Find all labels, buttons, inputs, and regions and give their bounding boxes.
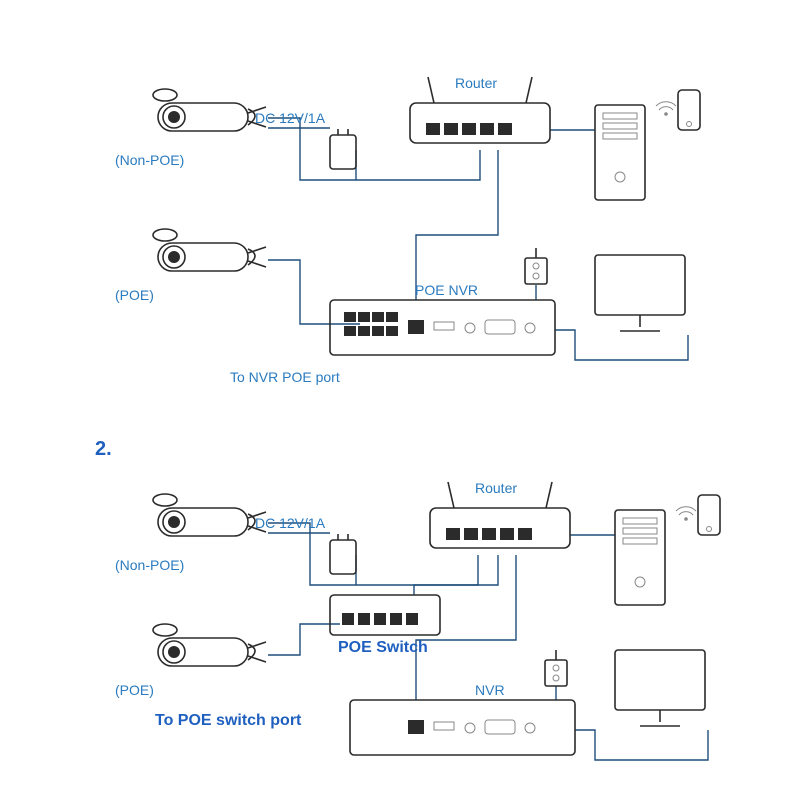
camera-poe-icon bbox=[153, 229, 266, 271]
wifi-icon bbox=[676, 507, 696, 521]
nvr-label: NVR bbox=[475, 682, 505, 698]
phone-icon bbox=[678, 90, 700, 130]
poe-label: (POE) bbox=[115, 682, 154, 698]
router-label: Router bbox=[475, 480, 517, 496]
camera-poe-icon bbox=[153, 624, 266, 666]
pc-tower-icon bbox=[615, 510, 665, 605]
toswitch-label: To POE switch port bbox=[155, 712, 302, 729]
dc-label: DC 12V/1A bbox=[255, 110, 326, 126]
camera-nonpoe-icon bbox=[153, 494, 266, 536]
poe-nvr-icon bbox=[330, 300, 555, 355]
pc-tower-icon bbox=[595, 105, 645, 200]
poeswitch-label: POE Switch bbox=[338, 639, 428, 656]
wifi-icon bbox=[656, 102, 676, 116]
power-adapter-icon bbox=[330, 534, 356, 574]
tonvr-label: To NVR POE port bbox=[230, 369, 340, 385]
nvr-icon bbox=[350, 700, 575, 755]
phone-icon bbox=[698, 495, 720, 535]
poe-switch-icon bbox=[330, 595, 440, 635]
wall-outlet-icon bbox=[545, 650, 567, 686]
dc-label: DC 12V/1A bbox=[255, 515, 326, 531]
wall-outlet-icon bbox=[525, 248, 547, 284]
camera-nonpoe-icon bbox=[153, 89, 266, 131]
section2-heading: 2. bbox=[95, 438, 112, 460]
monitor-icon bbox=[595, 255, 685, 331]
nonpoe-label: (Non-POE) bbox=[115, 152, 184, 168]
monitor-icon bbox=[615, 650, 705, 726]
poenvr-label: POE NVR bbox=[415, 282, 478, 298]
router-label: Router bbox=[455, 75, 497, 91]
nonpoe-label: (Non-POE) bbox=[115, 557, 184, 573]
poe-label: (POE) bbox=[115, 287, 154, 303]
section2-wires bbox=[268, 523, 708, 760]
section1-wires bbox=[268, 118, 688, 360]
power-adapter-icon bbox=[330, 129, 356, 169]
